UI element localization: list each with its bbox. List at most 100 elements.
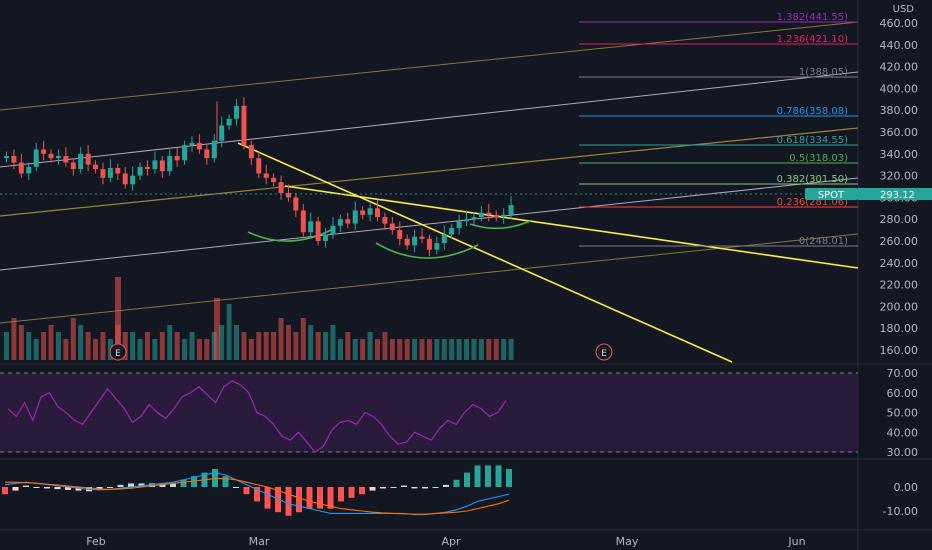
candle[interactable] bbox=[300, 203, 306, 237]
candle[interactable] bbox=[449, 223, 455, 239]
rsi-axis[interactable]: 70.00 60.00 50.00 40.00 30.00 bbox=[887, 367, 919, 459]
candle[interactable] bbox=[471, 212, 477, 226]
macd-axis[interactable]: 0.00 -10.00 bbox=[883, 481, 918, 518]
candle[interactable] bbox=[122, 166, 128, 189]
fib-level-label: 0(248.01) bbox=[799, 236, 848, 247]
candle[interactable] bbox=[248, 140, 254, 165]
candle[interactable] bbox=[263, 164, 269, 185]
price-axis[interactable]: 460.00 440.00 420.00 400.00 380.00 360.00 340.… bbox=[880, 17, 919, 357]
candle[interactable] bbox=[167, 149, 173, 176]
volume-bar bbox=[78, 325, 84, 360]
candle[interactable] bbox=[33, 142, 39, 172]
candle[interactable] bbox=[41, 140, 47, 161]
candle[interactable] bbox=[501, 208, 507, 224]
macd-histogram-bar bbox=[222, 476, 229, 487]
candle[interactable] bbox=[315, 217, 321, 246]
macd-histogram-bar bbox=[285, 487, 292, 516]
candle[interactable] bbox=[234, 99, 240, 126]
earnings-marker[interactable]: E bbox=[109, 343, 127, 361]
neckline-trendline[interactable] bbox=[284, 185, 859, 269]
volume-bar bbox=[360, 339, 366, 360]
time-axis[interactable]: Feb Mar Apr May Jun bbox=[86, 535, 805, 548]
candle[interactable] bbox=[323, 227, 329, 248]
candle[interactable] bbox=[130, 166, 136, 191]
candle[interactable] bbox=[375, 199, 380, 222]
candle[interactable] bbox=[93, 160, 99, 174]
candle[interactable] bbox=[159, 155, 165, 178]
fibonacci-levels[interactable]: 1.382(441.55) 1.236(421.10) 1(388.05) 0.786… bbox=[579, 12, 858, 247]
candle[interactable] bbox=[219, 116, 225, 148]
candle[interactable] bbox=[464, 210, 470, 226]
channel-line-pink-lower[interactable] bbox=[0, 177, 859, 271]
candle[interactable] bbox=[486, 203, 492, 222]
candle[interactable] bbox=[478, 206, 484, 222]
rsi-polyline bbox=[7, 380, 507, 453]
candle[interactable] bbox=[434, 236, 440, 255]
macd-histogram-bar bbox=[495, 465, 502, 487]
candle[interactable] bbox=[226, 114, 232, 130]
candle[interactable] bbox=[211, 134, 217, 163]
candle[interactable] bbox=[137, 162, 143, 180]
candle[interactable] bbox=[48, 149, 54, 163]
spot-price-label[interactable]: SPOT 293.12 bbox=[0, 188, 932, 201]
candle[interactable] bbox=[389, 217, 395, 235]
candle[interactable] bbox=[426, 234, 432, 257]
candle[interactable] bbox=[293, 193, 299, 218]
candle[interactable] bbox=[412, 230, 418, 252]
candle[interactable] bbox=[63, 147, 69, 167]
candle[interactable] bbox=[144, 160, 150, 176]
candle[interactable] bbox=[278, 175, 284, 200]
candle[interactable] bbox=[367, 201, 373, 222]
candle[interactable] bbox=[107, 159, 113, 183]
candlesticks[interactable] bbox=[4, 97, 514, 257]
candle[interactable] bbox=[397, 221, 403, 246]
candle[interactable] bbox=[330, 217, 336, 239]
candle[interactable] bbox=[419, 227, 425, 244]
candle[interactable] bbox=[352, 201, 358, 231]
candle[interactable] bbox=[345, 212, 351, 228]
candle[interactable] bbox=[308, 212, 314, 239]
candle[interactable] bbox=[271, 173, 277, 187]
candle[interactable] bbox=[174, 147, 180, 167]
channel-line-middle[interactable] bbox=[0, 127, 859, 217]
channel-line-pink-upper[interactable] bbox=[0, 71, 859, 168]
candle[interactable] bbox=[456, 214, 462, 235]
drawing-tools[interactable] bbox=[0, 21, 859, 363]
descending-trendline[interactable] bbox=[237, 142, 733, 363]
candle[interactable] bbox=[78, 147, 84, 174]
candle[interactable] bbox=[85, 145, 91, 172]
candle[interactable] bbox=[189, 136, 195, 152]
candle[interactable] bbox=[241, 97, 247, 150]
channel-line-upper[interactable] bbox=[0, 21, 859, 111]
right-shoulder-curve[interactable] bbox=[469, 220, 531, 230]
candle[interactable] bbox=[404, 234, 410, 250]
candle[interactable] bbox=[204, 145, 210, 165]
candle[interactable] bbox=[441, 225, 447, 250]
candle[interactable] bbox=[182, 140, 188, 165]
candle[interactable] bbox=[70, 158, 76, 176]
channel-line-lower[interactable] bbox=[0, 233, 859, 324]
volume-bar bbox=[100, 332, 106, 360]
head-curve[interactable] bbox=[375, 242, 479, 259]
candle[interactable] bbox=[18, 153, 24, 178]
candle[interactable] bbox=[493, 210, 499, 222]
candle[interactable] bbox=[26, 162, 32, 180]
candle[interactable] bbox=[337, 214, 343, 233]
candle[interactable] bbox=[382, 212, 388, 231]
candle[interactable] bbox=[115, 163, 121, 180]
candle[interactable] bbox=[285, 184, 291, 202]
earnings-marker[interactable]: E bbox=[595, 343, 613, 361]
candle[interactable] bbox=[4, 151, 9, 163]
candle[interactable] bbox=[196, 134, 202, 154]
candle[interactable] bbox=[152, 151, 158, 174]
candle[interactable] bbox=[100, 162, 106, 185]
candle[interactable] bbox=[508, 196, 514, 220]
candle[interactable] bbox=[55, 149, 61, 165]
candle[interactable] bbox=[256, 151, 262, 178]
macd-histogram-bar bbox=[327, 487, 334, 509]
candle[interactable] bbox=[11, 149, 17, 170]
price-tick-label: 400.00 bbox=[880, 82, 919, 95]
candle[interactable] bbox=[360, 206, 366, 220]
macd-histogram-bar bbox=[44, 487, 50, 489]
